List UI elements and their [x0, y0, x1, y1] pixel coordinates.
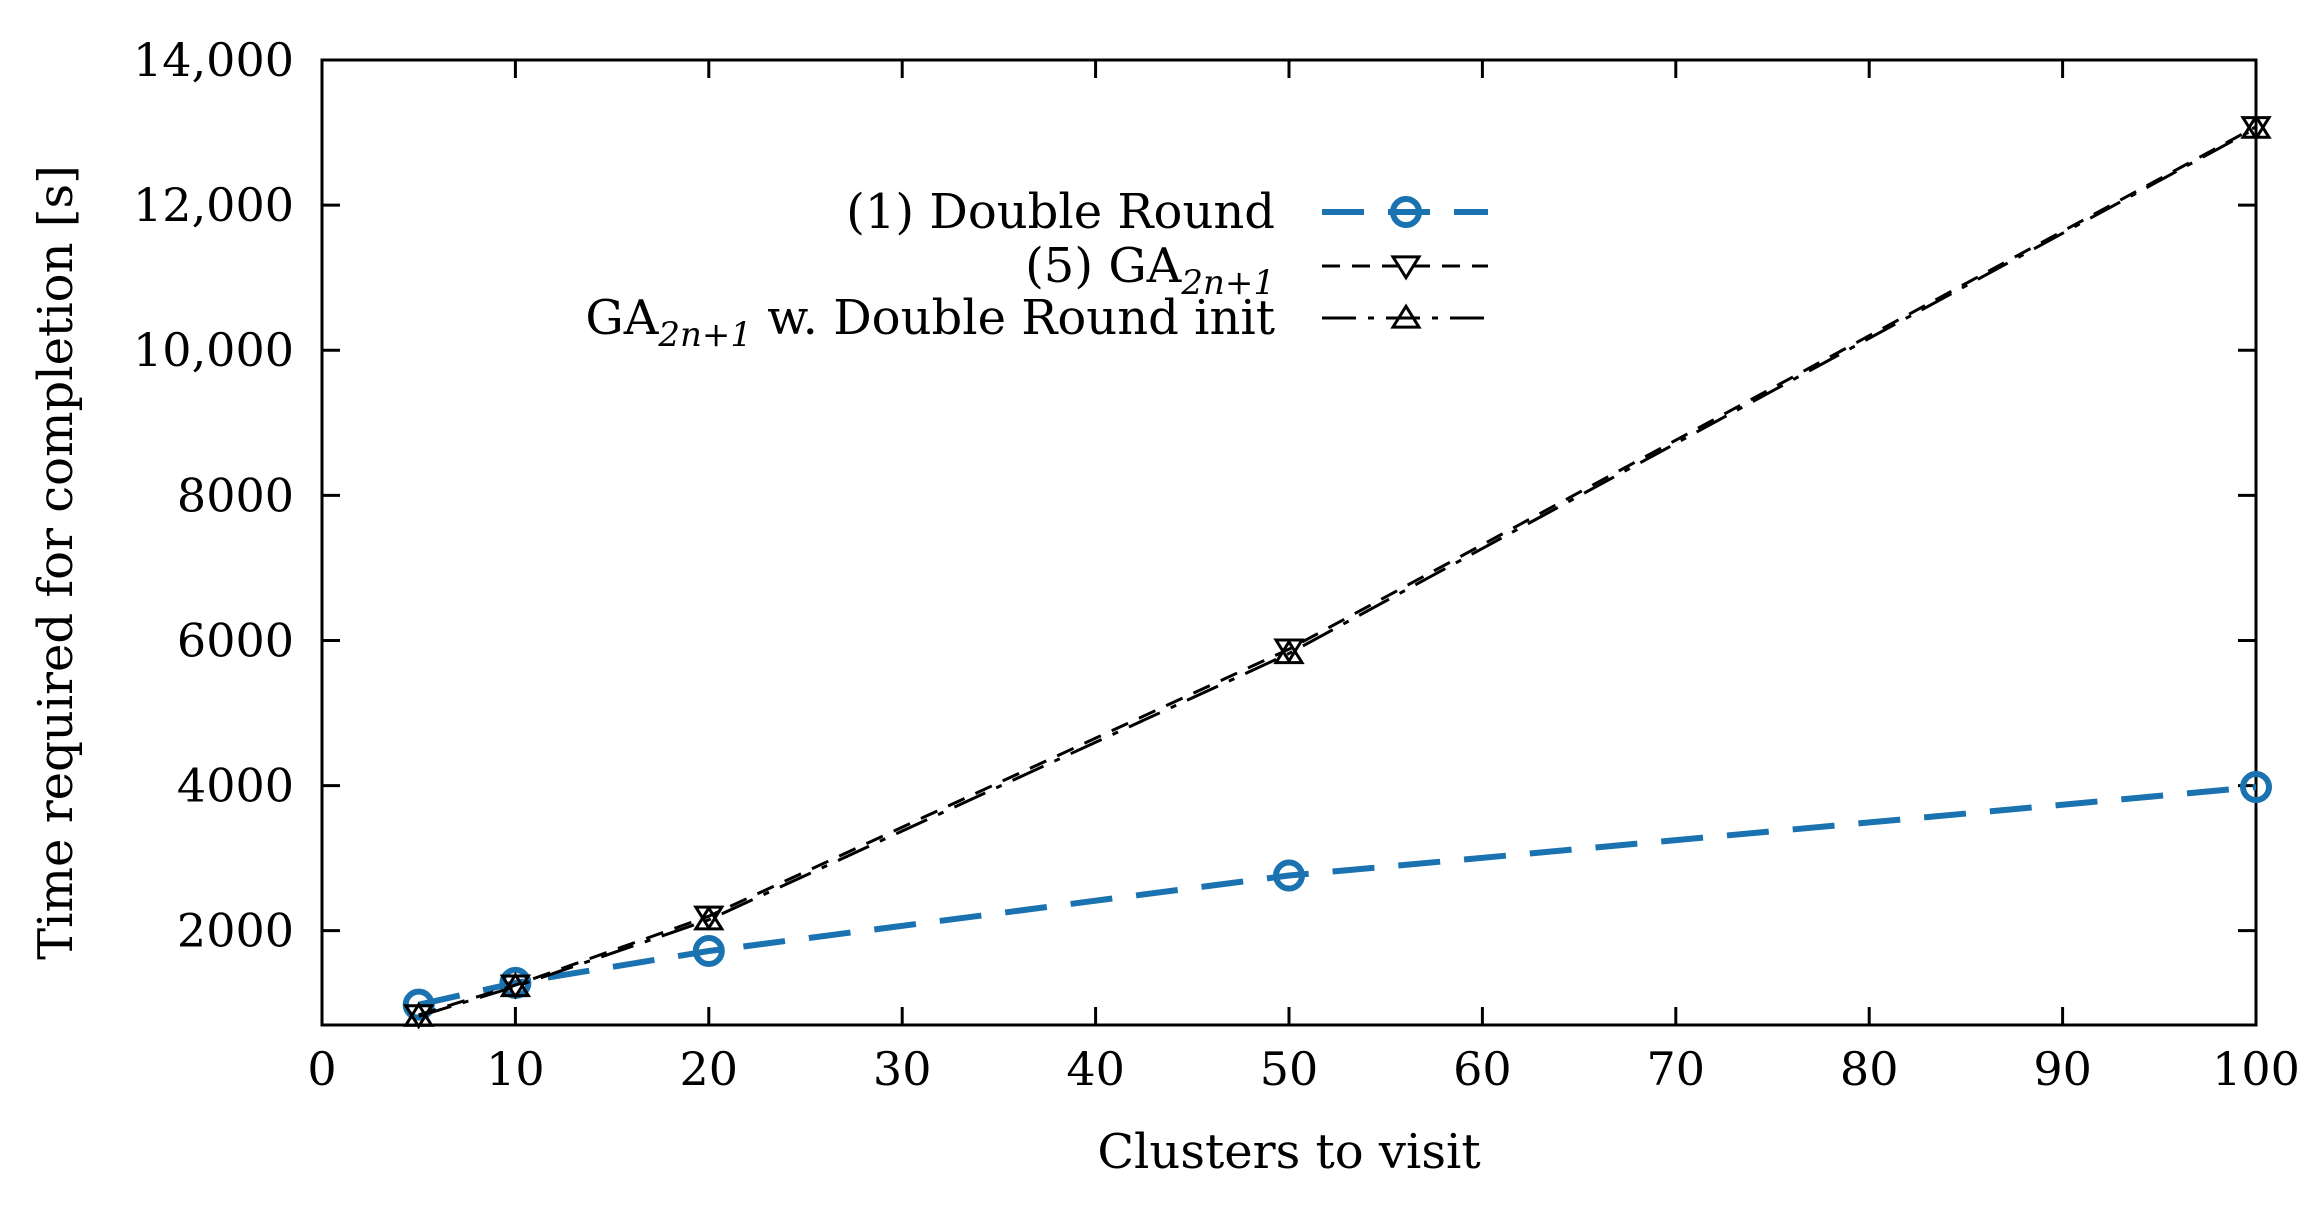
- x-axis-title: Clusters to visit: [1097, 1124, 1480, 1180]
- data-point: [1273, 638, 1305, 665]
- x-tick-label: 80: [1840, 1042, 1899, 1096]
- data-point: [693, 905, 725, 931]
- legend-label-subscript: 2n+1: [1180, 263, 1275, 303]
- y-tick-label: 4000: [177, 759, 294, 813]
- x-tick-label: 40: [1066, 1042, 1125, 1096]
- legend-label-main: (5) GA: [1025, 238, 1183, 294]
- x-tick-label: 100: [2212, 1042, 2300, 1096]
- series-line: [418, 126, 2257, 1018]
- y-tick-label: 8000: [177, 468, 294, 522]
- y-axis-title: Time required for completion [s]: [28, 165, 84, 960]
- plot-frame: [320, 58, 2258, 1027]
- x-tick-label: 90: [2033, 1042, 2092, 1096]
- x-tick-label: 30: [873, 1042, 932, 1096]
- legend-label-main: (1) Double Round: [846, 184, 1275, 240]
- y-tick-label: 10,000: [133, 323, 294, 377]
- legend-label-main: GA: [585, 290, 659, 346]
- data-point: [2240, 113, 2272, 139]
- legend-label-1: (5) GA2n+1: [1025, 238, 1275, 303]
- y-tick-label: 6000: [177, 613, 294, 667]
- x-tick-label: 10: [486, 1042, 545, 1096]
- legend-label-subscript: 2n+1: [657, 315, 752, 355]
- legend-label-0: (1) Double Round: [846, 184, 1275, 240]
- legend-label-2: GA2n+1 w. Double Round init: [585, 290, 1275, 355]
- x-tick-label: 70: [1647, 1042, 1706, 1096]
- series-1: [402, 116, 2272, 1030]
- y-tick-label: 14,000: [133, 33, 294, 87]
- data-point: [402, 1001, 435, 1027]
- series-2: [402, 113, 2272, 1027]
- series-0: [402, 771, 2272, 1021]
- y-tick-label: 12,000: [133, 178, 294, 232]
- series-line: [418, 125, 2257, 1017]
- data-point: [499, 972, 532, 998]
- x-tick-label: 50: [1260, 1042, 1319, 1096]
- x-tick-label: 0: [307, 1042, 336, 1096]
- x-tick-label: 60: [1453, 1042, 1512, 1096]
- series-layer: [402, 113, 2272, 1030]
- data-point: [2240, 771, 2272, 804]
- data-point: [1273, 859, 1305, 892]
- series-line: [418, 784, 2257, 1008]
- data-point: [692, 934, 725, 967]
- legend-label-tail: w. Double Round init: [752, 290, 1275, 346]
- x-tick-label: 20: [680, 1042, 739, 1096]
- legend-marker-1: [1390, 255, 1422, 281]
- legend-marker-2: [1390, 303, 1422, 329]
- axes-layer: 0 10 20 30 40 50 60 70 80 90 100 2000 4000 6000 8000 10…: [28, 33, 2300, 1180]
- y-tick-label: 2000: [177, 904, 294, 958]
- legend-marker-0: [1390, 196, 1422, 228]
